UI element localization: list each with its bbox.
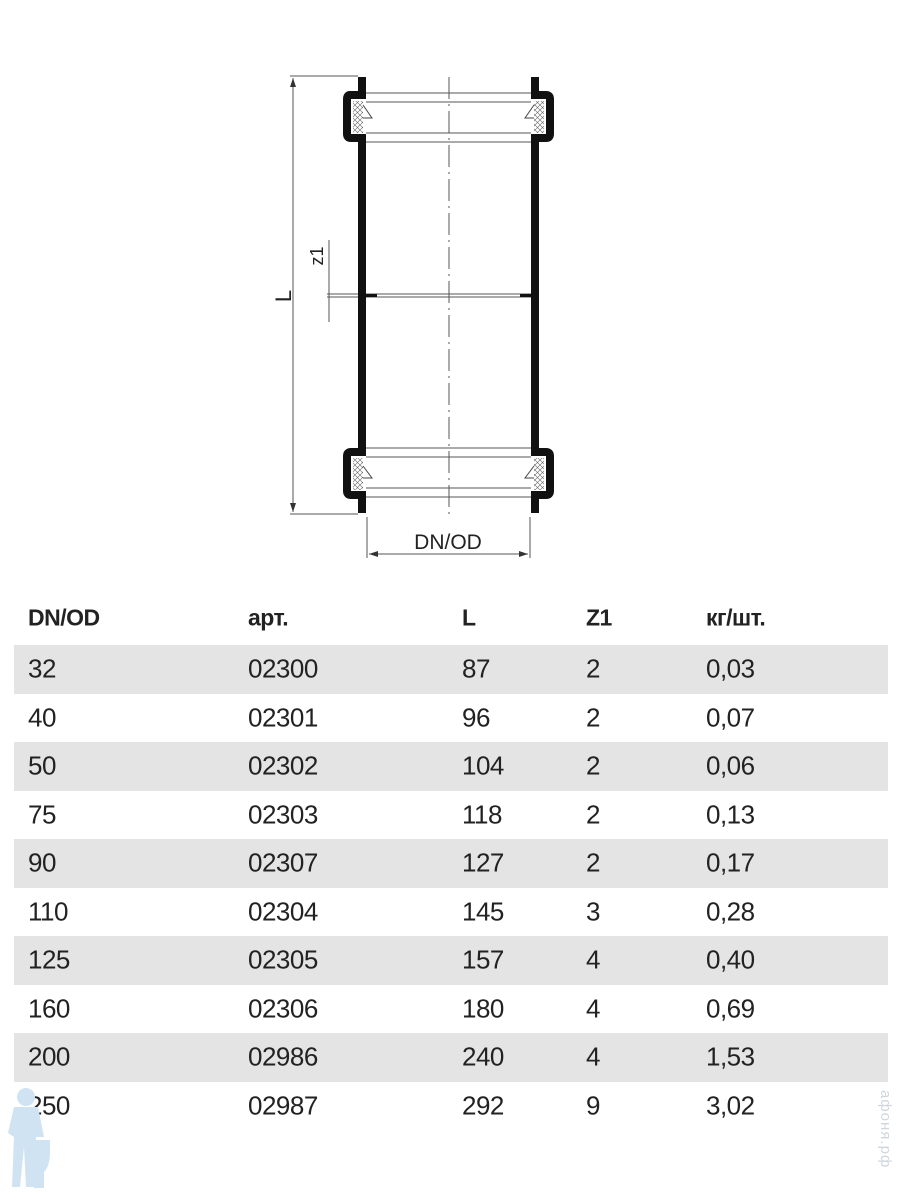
cell-weight: 0,07 [706,702,755,733]
cell-weight: 0,13 [706,799,755,830]
seal [534,101,544,133]
specification-table: DN/OD арт. L Z1 кг/шт. 32 02300 87 2 0,03 40 0… [14,590,888,1130]
cell-length: 292 [462,1090,504,1121]
cell-z1: 2 [586,702,600,733]
cell-weight: 0,03 [706,653,755,684]
z1-dimension [327,240,358,322]
table-header: DN/OD арт. L Z1 кг/шт. [14,590,888,645]
header-weight: кг/шт. [706,604,766,630]
cell-z1: 2 [586,847,600,878]
seal [353,458,363,490]
cell-z1: 9 [586,1090,600,1121]
cell-dn-od: 75 [28,799,56,830]
table-row: 75 02303 118 2 0,13 [14,791,888,840]
cell-weight: 0,40 [706,944,755,975]
cell-length: 118 [462,799,502,830]
table-row: 50 02302 104 2 0,06 [14,742,888,791]
cell-length: 104 [462,750,504,781]
cell-z1: 4 [586,944,600,975]
cell-length: 240 [462,1041,504,1072]
cell-article: 02303 [248,799,318,830]
cell-weight: 0,06 [706,750,755,781]
cell-dn-od: 125 [28,944,70,975]
cell-article: 02306 [248,993,318,1024]
header-dn-od: DN/OD [28,604,100,630]
diameter-label: DN/OD [414,531,482,554]
table-row: 200 02986 240 4 1,53 [14,1033,888,1082]
cell-weight: 0,69 [706,993,755,1024]
cell-z1: 3 [586,896,600,927]
cell-z1: 2 [586,653,600,684]
cell-dn-od: 90 [28,847,56,878]
z1-label: z1 [307,246,327,265]
table-row: 90 02307 127 2 0,17 [14,839,888,888]
cell-article: 02986 [248,1041,318,1072]
header-article: арт. [248,604,289,630]
cell-length: 157 [462,944,504,975]
cell-article: 02304 [248,896,318,927]
cell-weight: 3,02 [706,1090,755,1121]
cell-length: 87 [462,653,490,684]
length-label: L [271,290,296,302]
cell-dn-od: 110 [28,896,68,927]
table-row: 250 02987 292 9 3,02 [14,1082,888,1131]
left-wall [343,77,366,513]
cell-z1: 4 [586,1041,600,1072]
header-z1: Z1 [586,604,612,630]
plumber-logo-watermark [8,1088,50,1188]
cell-dn-od: 160 [28,993,70,1024]
length-dimension [290,75,358,515]
cell-article: 02305 [248,944,318,975]
cell-length: 180 [462,993,504,1024]
header-length: L [462,604,476,630]
cell-dn-od: 32 [28,653,56,684]
right-wall [531,77,554,513]
table-row: 32 02300 87 2 0,03 [14,645,888,694]
cell-weight: 0,17 [706,847,755,878]
cell-length: 96 [462,702,490,733]
cell-length: 145 [462,896,504,927]
cell-article: 02301 [248,702,318,733]
cell-z1: 4 [586,993,600,1024]
cell-article: 02987 [248,1090,318,1121]
watermark-text: афоня.рф [877,1090,894,1169]
cell-article: 02300 [248,653,318,684]
coupling-technical-drawing: L z1 DN/OD [271,75,554,558]
table-row: 125 02305 157 4 0,40 [14,936,888,985]
cell-article: 02302 [248,750,318,781]
cell-weight: 0,28 [706,896,755,927]
cell-dn-od: 40 [28,702,56,733]
diameter-dimension [366,517,531,558]
table-row: 110 02304 145 3 0,28 [14,888,888,937]
cell-z1: 2 [586,799,600,830]
seal [353,101,363,133]
cell-z1: 2 [586,750,600,781]
cell-dn-od: 50 [28,750,56,781]
cell-length: 127 [462,847,504,878]
cell-weight: 1,53 [706,1041,755,1072]
cell-dn-od: 200 [28,1041,70,1072]
table-row: 160 02306 180 4 0,69 [14,985,888,1034]
cell-article: 02307 [248,847,318,878]
table-row: 40 02301 96 2 0,07 [14,694,888,743]
seal [534,458,544,490]
